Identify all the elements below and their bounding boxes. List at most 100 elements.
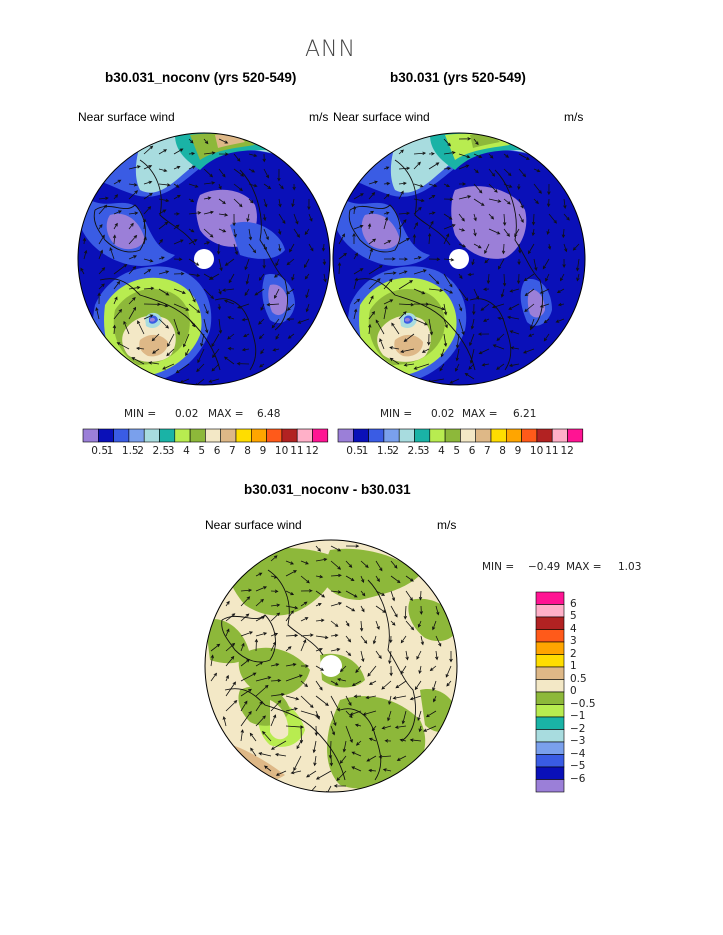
wind-vector — [561, 228, 566, 239]
colorbar-tick-label: 8 — [499, 445, 506, 457]
wind-vector — [143, 206, 152, 215]
wind-vector — [389, 357, 400, 365]
wind-vector — [481, 363, 490, 367]
panel3-map — [204, 539, 458, 793]
wind-vector — [240, 596, 251, 607]
colorbar-swatch — [128, 428, 145, 443]
wind-vector — [248, 243, 257, 254]
wind-vector — [293, 755, 302, 772]
wind-vector — [152, 348, 160, 354]
wind-vector — [285, 605, 299, 610]
wind-vector — [488, 168, 496, 177]
wind-vector — [330, 647, 341, 652]
wind-vector — [304, 273, 310, 280]
wind-vector — [308, 213, 313, 222]
wind-vector — [188, 152, 196, 156]
wind-vector — [173, 212, 180, 216]
wind-vector — [113, 179, 122, 185]
wind-vector — [383, 305, 388, 320]
wind-vector — [443, 303, 448, 316]
colorbar-tick-label: 2.5 — [152, 445, 170, 457]
wind-vector — [218, 138, 229, 144]
wind-vector — [398, 302, 415, 307]
wind-vector — [518, 168, 527, 178]
wind-vector — [428, 288, 444, 292]
wind-vector — [443, 213, 453, 220]
wind-vector — [388, 650, 392, 665]
wind-vector — [330, 633, 339, 638]
wind-vector — [458, 288, 469, 302]
wind-vector — [271, 318, 280, 329]
wind-vector — [240, 588, 253, 593]
wind-vector — [351, 751, 362, 757]
wind-vector — [547, 183, 551, 196]
wind-vector — [270, 699, 282, 712]
panel3-min-label: MIN = — [482, 561, 515, 573]
colorbar-swatch — [429, 428, 446, 443]
wind-vector — [396, 755, 407, 761]
wind-vector — [401, 710, 407, 725]
wind-vector — [285, 707, 298, 712]
wind-vector — [225, 613, 236, 622]
panel2-map-outline — [332, 132, 586, 386]
wind-vector — [248, 153, 258, 157]
wind-vector — [412, 233, 417, 245]
wind-vector — [372, 635, 377, 645]
wind-vector — [244, 288, 250, 297]
colorbar-tick-label: −0.5 — [570, 697, 596, 710]
colorbar-tick-label: 4 — [570, 622, 577, 635]
wind-vector — [263, 183, 272, 190]
wind-vector — [293, 228, 300, 238]
wind-vector — [236, 362, 250, 366]
wind-vector — [260, 303, 265, 311]
wind-vector — [244, 258, 250, 271]
wind-vector — [383, 211, 390, 215]
wind-vector — [304, 228, 310, 236]
wind-vector — [387, 710, 392, 722]
wind-vector — [428, 273, 440, 285]
wind-vector — [375, 560, 383, 572]
panel1-title: b30.031_noconv (yrs 520-549) — [105, 70, 297, 85]
colorbar-tick-label: 1 — [570, 660, 577, 672]
wind-vector — [421, 348, 430, 353]
wind-vector — [286, 288, 295, 295]
colorbar-swatch — [383, 428, 400, 443]
panel3-wind-vectors — [210, 544, 453, 792]
wind-vector — [188, 198, 195, 203]
wind-vector — [188, 303, 201, 314]
panel3-max-label: MAX = — [566, 561, 602, 573]
wind-vector — [323, 273, 327, 283]
wind-vector — [128, 296, 136, 305]
wind-vector — [233, 153, 241, 162]
wind-vector — [546, 198, 551, 208]
wind-vector — [383, 193, 390, 200]
wind-vector — [218, 258, 223, 272]
wind-vector — [527, 243, 535, 255]
wind-vector — [315, 710, 320, 720]
wind-vector — [173, 148, 184, 155]
colorbar-tick-label: 9 — [259, 445, 267, 457]
wind-vector — [439, 363, 445, 372]
wind-vector — [131, 357, 145, 365]
wind-vector — [394, 725, 407, 729]
panel2-pole-mask — [449, 249, 469, 269]
colorbar-swatch — [535, 616, 565, 630]
wind-vector — [203, 241, 211, 245]
colorbar-swatch — [174, 428, 191, 443]
wind-vector — [162, 363, 175, 370]
wind-vector — [368, 311, 376, 320]
panel3-coastlines — [221, 569, 416, 781]
colorbar-tick-label: 12 — [305, 445, 319, 457]
wind-vector — [233, 168, 245, 177]
wind-vector — [502, 273, 507, 287]
wind-vector — [263, 168, 269, 179]
colorbar-tick-label: 2 — [392, 445, 399, 457]
wind-vector — [389, 635, 393, 644]
wind-vector — [188, 211, 202, 215]
wind-vector — [300, 639, 307, 652]
wind-vector — [339, 755, 347, 764]
wind-vector — [418, 590, 423, 601]
panel1-colorbar — [82, 428, 329, 443]
wind-vector — [507, 315, 520, 320]
wind-vector — [428, 183, 438, 188]
